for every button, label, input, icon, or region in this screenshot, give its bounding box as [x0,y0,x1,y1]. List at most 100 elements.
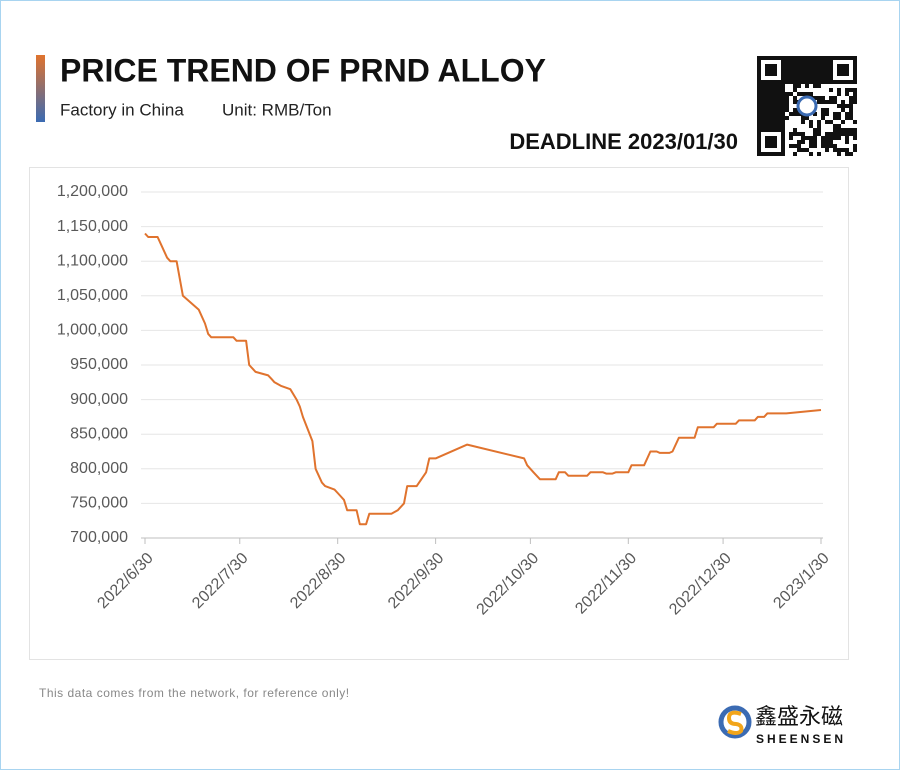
qr-cell [769,96,773,100]
qr-cell [813,84,817,88]
qr-cell [773,108,777,112]
qr-cell [829,76,833,80]
qr-cell [785,96,789,100]
qr-cell [829,80,833,84]
qr-cell [813,128,817,132]
qr-cell [773,92,777,96]
qr-cell [769,120,773,124]
qr-cell [781,132,785,136]
qr-cell [789,80,793,84]
qr-cell [793,88,797,92]
qr-cell [761,80,765,84]
qr-cell [837,132,841,136]
qr-cell [797,144,801,148]
qr-cell [789,64,793,68]
qr-cell [773,152,777,156]
qr-cell [821,64,825,68]
qr-cell [769,80,773,84]
qr-cell [781,60,785,64]
qr-cell [805,80,809,84]
qr-cell [801,136,805,140]
qr-cell [829,144,833,148]
qr-cell [809,144,813,148]
qr-cell [853,60,857,64]
qr-cell [793,152,797,156]
qr-cell [765,100,769,104]
qr-cell [785,72,789,76]
qr-cell [769,108,773,112]
qr-cell [785,56,789,60]
qr-cell [765,136,769,140]
qr-cell [825,140,829,144]
qr-cell [849,116,853,120]
qr-cell [813,144,817,148]
qr-cell [773,144,777,148]
qr-cell [765,116,769,120]
qr-cell [825,68,829,72]
qr-cell [781,88,785,92]
qr-cell [757,116,761,120]
qr-cell [765,124,769,128]
qr-cell [797,148,801,152]
chart-title: PRICE TREND OF PRND ALLOY [60,52,546,88]
qr-cell [809,124,813,128]
qr-cell [801,76,805,80]
qr-cell [809,76,813,80]
qr-cell [785,100,789,104]
qr-cell [757,68,761,72]
qr-cell [813,76,817,80]
qr-cell [781,104,785,108]
qr-cell [765,80,769,84]
y-tick-label: 900,000 [70,391,128,408]
qr-cell [833,128,837,132]
qr-cell [781,56,785,60]
qr-cell [789,112,793,116]
qr-cell [757,112,761,116]
qr-cell [841,64,845,68]
qr-cell [765,108,769,112]
qr-cell [829,88,833,92]
qr-cell [841,132,845,136]
qr-cell [765,96,769,100]
qr-cell [781,128,785,132]
qr-cell [809,60,813,64]
qr-cell [845,140,849,144]
qr-cell [773,96,777,100]
qr-cell [769,68,773,72]
qr-cell [765,120,769,124]
qr-cell [809,64,813,68]
qr-cell [773,120,777,124]
qr-cell [797,72,801,76]
qr-cell [801,116,805,120]
qr-cell [837,148,841,152]
qr-cell [825,56,829,60]
qr-cell [801,140,805,144]
qr-cell [773,136,777,140]
qr-cell [841,128,845,132]
qr-cell [825,148,829,152]
qr-cell [833,100,837,104]
qr-cell [781,116,785,120]
qr-cell [769,124,773,128]
qr-cell [793,108,797,112]
qr-cell [845,136,849,140]
qr-cell [841,108,845,112]
qr-cell [817,76,821,80]
qr-cell [797,92,801,96]
qr-cell [781,152,785,156]
qr-cell [793,68,797,72]
qr-cell [761,84,765,88]
brand-cn: 鑫盛永磁 [755,704,843,729]
qr-cell [793,72,797,76]
qr-cell [829,60,833,64]
qr-cell [825,132,829,136]
qr-cell [805,136,809,140]
qr-cell [793,112,797,116]
qr-cell [853,68,857,72]
qr-cell [825,100,829,104]
qr-cell [833,132,837,136]
qr-code [757,56,857,156]
qr-cell [817,100,821,104]
qr-cell [813,140,817,144]
qr-cell [841,148,845,152]
